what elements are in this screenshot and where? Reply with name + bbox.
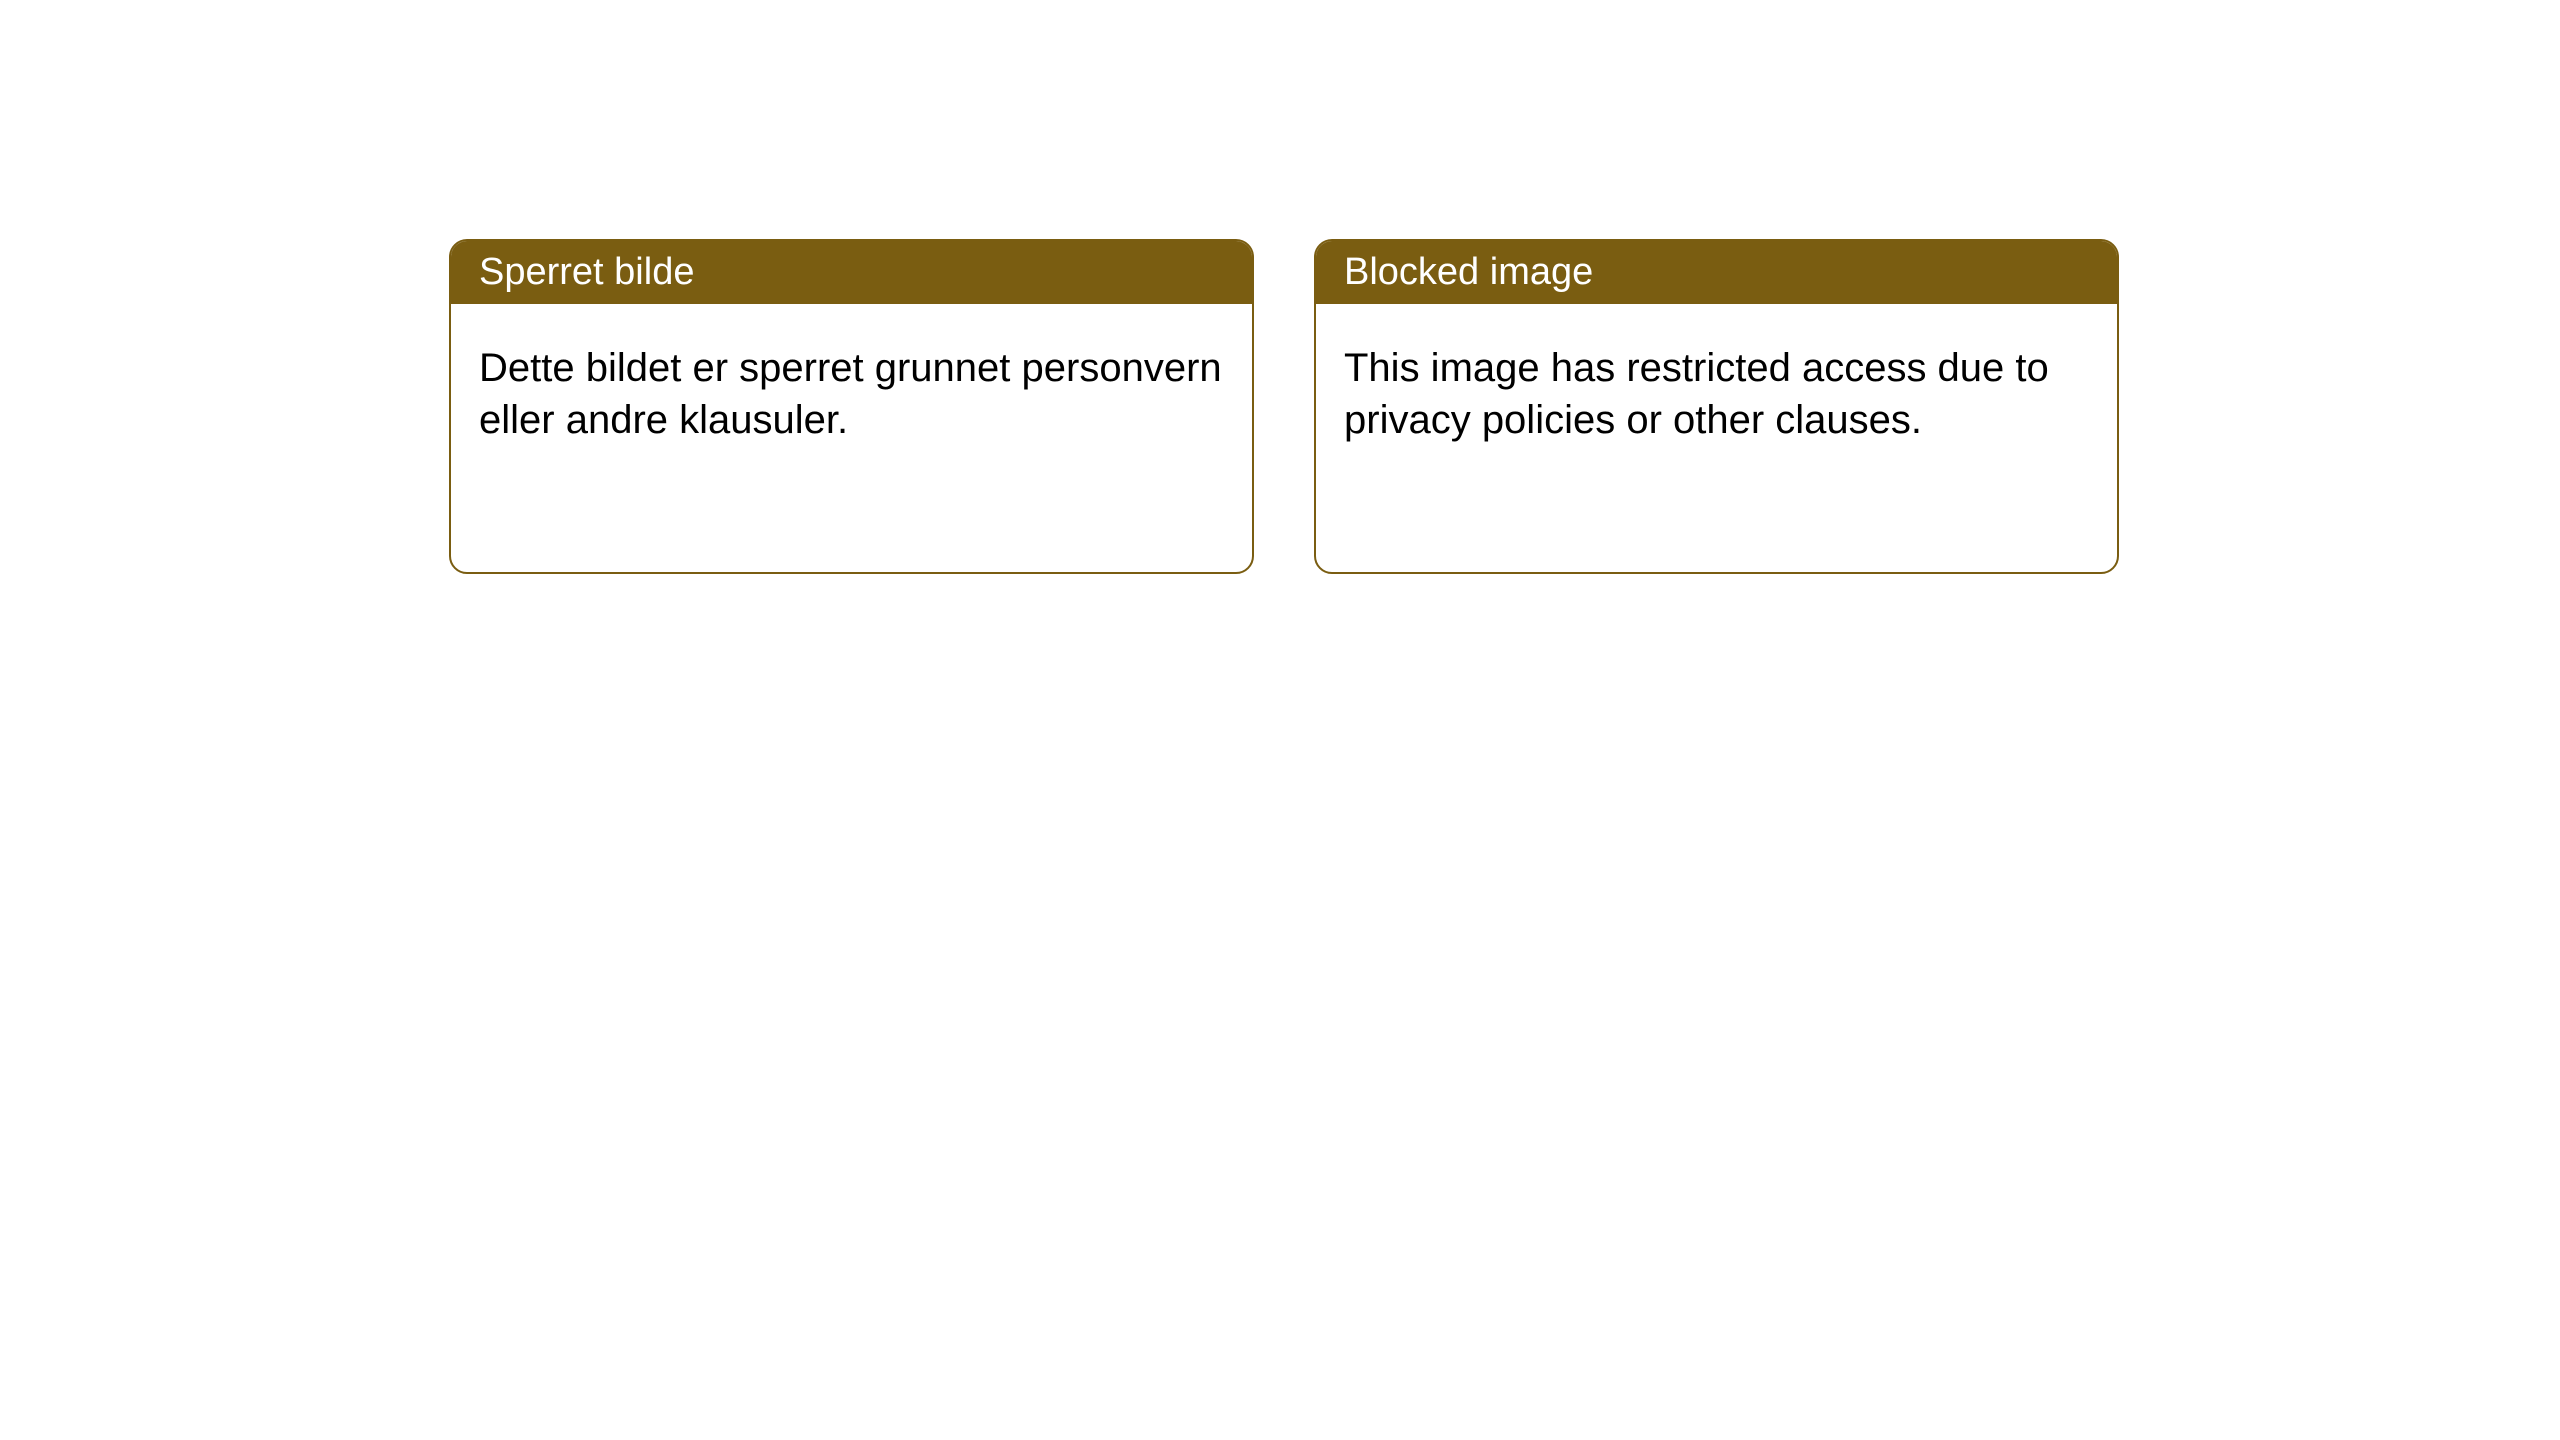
card-header: Sperret bilde: [451, 241, 1252, 304]
blocked-card-norwegian: Sperret bilde Dette bildet er sperret gr…: [449, 239, 1254, 574]
card-message: This image has restricted access due to …: [1344, 346, 2049, 442]
blocked-card-english: Blocked image This image has restricted …: [1314, 239, 2119, 574]
card-title: Sperret bilde: [479, 251, 694, 293]
card-header: Blocked image: [1316, 241, 2117, 304]
card-message: Dette bildet er sperret grunnet personve…: [479, 346, 1222, 442]
blocked-notice-container: Sperret bilde Dette bildet er sperret gr…: [449, 239, 2560, 574]
card-body: This image has restricted access due to …: [1316, 304, 2117, 484]
card-title: Blocked image: [1344, 251, 1593, 293]
card-body: Dette bildet er sperret grunnet personve…: [451, 304, 1252, 484]
